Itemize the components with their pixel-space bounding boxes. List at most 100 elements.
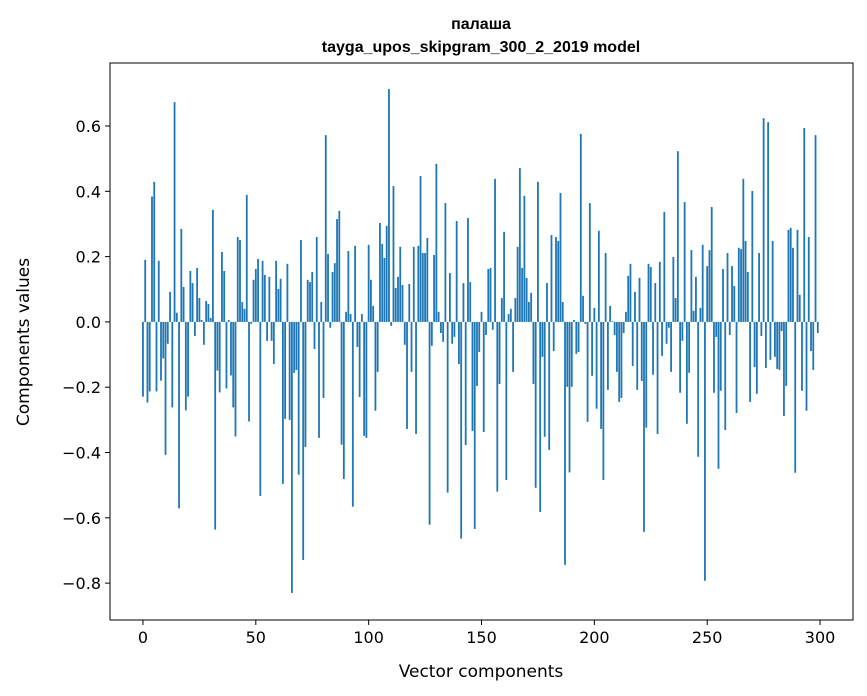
bar-component-92 [349, 314, 352, 322]
bar-component-291 [798, 294, 801, 322]
bar-component-222 [643, 321, 645, 532]
bar-component-167 [518, 168, 521, 322]
bar-component-198 [588, 203, 591, 322]
bar-component-135 [446, 321, 449, 493]
bar-component-234 [670, 321, 672, 372]
bar-component-82 [327, 253, 329, 322]
bar-component-29 [207, 303, 210, 322]
bar-component-288 [792, 247, 794, 322]
bar-component-121 [415, 321, 417, 434]
bar-component-54 [263, 274, 266, 322]
bar-component-111 [392, 186, 395, 322]
bar-component-15 [175, 312, 178, 322]
bar-component-239 [681, 321, 684, 341]
bar-component-186 [561, 301, 564, 322]
bar-component-51 [257, 258, 259, 322]
bar-component-289 [794, 321, 797, 473]
bar-component-78 [318, 321, 320, 438]
bar-component-228 [656, 321, 659, 434]
bar-component-253 [713, 321, 715, 393]
axes-frame [109, 62, 854, 621]
bar-component-240 [683, 202, 686, 322]
bar-component-39 [230, 321, 232, 376]
bar-component-10 [164, 321, 167, 455]
bar-component-120 [412, 246, 415, 322]
bars-group [142, 89, 819, 593]
bar-component-118 [408, 284, 411, 322]
bar-component-21 [189, 270, 192, 322]
bar-component-14 [173, 102, 176, 322]
bar-component-157 [496, 321, 499, 492]
bar-component-252 [710, 206, 713, 322]
bar-component-187 [564, 321, 566, 565]
bar-component-113 [397, 276, 399, 322]
bar-component-256 [719, 321, 722, 391]
bar-component-147 [473, 321, 476, 529]
bar-component-138 [453, 321, 456, 337]
bar-component-8 [160, 321, 162, 381]
bar-component-251 [708, 250, 711, 322]
bar-component-20 [187, 321, 189, 397]
bar-component-236 [674, 298, 677, 322]
x-axis-label: Vector components [399, 662, 564, 682]
bar-component-203 [600, 321, 603, 430]
bar-component-40 [232, 321, 235, 408]
bar-component-250 [706, 266, 709, 322]
bar-component-76 [313, 321, 316, 350]
bar-component-77 [315, 237, 318, 322]
bar-component-284 [783, 321, 785, 416]
bar-component-32 [214, 321, 217, 530]
bar-component-225 [649, 267, 652, 322]
bar-component-98 [363, 321, 366, 436]
bar-component-143 [464, 321, 467, 445]
bar-component-36 [223, 270, 226, 322]
bar-component-6 [155, 321, 158, 392]
bar-component-81 [324, 135, 327, 322]
bar-component-132 [439, 321, 442, 334]
bar-component-197 [586, 321, 589, 422]
bar-component-112 [394, 287, 397, 322]
bar-component-262 [733, 285, 736, 322]
bar-component-248 [701, 244, 704, 322]
bar-component-63 [284, 321, 287, 419]
bar-component-109 [388, 89, 390, 322]
bar-component-224 [647, 263, 650, 322]
bar-component-66 [291, 321, 293, 593]
bar-component-146 [471, 321, 474, 431]
bar-component-134 [444, 203, 447, 322]
bar-component-185 [559, 192, 562, 322]
bar-component-210 [616, 321, 618, 372]
bar-component-104 [376, 321, 379, 372]
bar-component-71 [302, 321, 305, 560]
bar-component-97 [360, 314, 363, 322]
bar-component-180 [548, 321, 551, 450]
bar-component-83 [329, 321, 332, 328]
bar-component-246 [697, 321, 700, 457]
y-tick-label: 0.2 [76, 248, 101, 267]
bar-component-163 [509, 308, 512, 322]
bar-component-286 [787, 229, 790, 322]
bar-component-108 [385, 225, 388, 322]
bar-component-1 [144, 259, 147, 322]
bar-component-27 [202, 321, 205, 345]
bar-component-129 [433, 254, 436, 322]
bar-component-61 [279, 278, 282, 322]
bar-component-125 [424, 253, 426, 322]
bar-component-243 [690, 250, 693, 322]
bar-component-238 [679, 321, 682, 393]
y-tick-label: −0.4 [62, 444, 101, 463]
bar-component-275 [762, 118, 765, 322]
bar-component-263 [735, 321, 738, 414]
bar-component-69 [297, 321, 300, 475]
bar-component-73 [306, 279, 309, 322]
bar-component-226 [652, 321, 654, 375]
bar-component-16 [178, 321, 180, 509]
bar-component-72 [304, 321, 307, 447]
bar-component-0 [142, 321, 144, 397]
bar-component-199 [591, 321, 593, 376]
bar-component-170 [525, 277, 528, 322]
bar-component-12 [169, 291, 171, 322]
bar-component-38 [227, 319, 230, 322]
bar-component-53 [261, 260, 264, 322]
bar-component-23 [193, 321, 196, 336]
